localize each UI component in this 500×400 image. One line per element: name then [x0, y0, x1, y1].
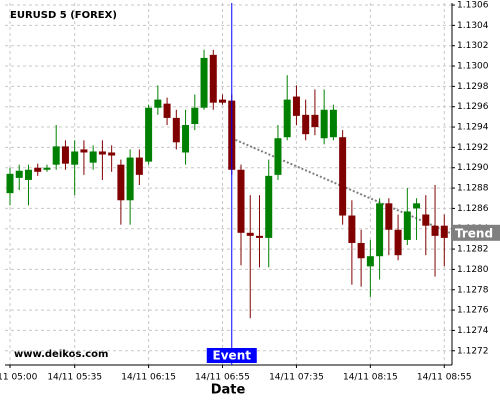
y-tick-label: 1.1280 [457, 265, 489, 275]
y-tick-label: 1.1304 [457, 21, 489, 31]
candle-body [89, 151, 97, 163]
candle-body [320, 109, 328, 139]
candle-body [126, 157, 134, 201]
y-tick-label: 1.1288 [457, 184, 489, 194]
candle-body [357, 242, 365, 259]
y-tick-label: 1.1296 [457, 102, 489, 112]
candle-body [117, 164, 125, 201]
x-tick-label: 14/11 06:55 [195, 373, 250, 383]
trend-label: Trend [455, 226, 493, 240]
y-tick-label: 1.1274 [457, 326, 489, 336]
candle-body [403, 211, 411, 240]
candle-body [34, 167, 42, 172]
candle-body [246, 232, 254, 236]
candle-body [191, 107, 199, 125]
candle-body [339, 137, 347, 216]
candle-body [108, 152, 116, 156]
candle-body [422, 214, 430, 226]
candle-body [172, 117, 180, 143]
candle-body [15, 170, 23, 178]
candle-body [255, 235, 263, 238]
trend-box [452, 224, 500, 241]
candle-body [376, 203, 384, 257]
y-tick-label: 1.1282 [457, 245, 489, 255]
candle-body [311, 114, 319, 128]
y-tick-label: 1.1300 [457, 62, 489, 72]
x-tick-label: 14/11 08:55 [417, 373, 472, 383]
candle-body [154, 99, 162, 108]
y-tick-label: 1.1278 [457, 285, 489, 295]
candle-body [24, 169, 32, 180]
y-tick-label: 1.1292 [457, 143, 489, 153]
candle-body [385, 203, 393, 230]
candle-body [145, 107, 153, 162]
candle-body [135, 157, 143, 175]
candle-body [52, 146, 60, 165]
candle-body [61, 146, 69, 164]
y-tick-label: 1.1290 [457, 163, 489, 173]
candle-body [237, 169, 245, 233]
candle-body [283, 99, 291, 138]
y-tick-label: 1.1298 [457, 82, 489, 92]
candle-body [413, 203, 421, 209]
candle-body [366, 256, 374, 267]
x-tick-label: 14/11 06:15 [121, 373, 176, 383]
candle-body [163, 103, 171, 118]
candle-body [292, 96, 300, 116]
candle-body [348, 215, 356, 243]
candle-body [219, 99, 227, 103]
candle-body [440, 225, 448, 238]
candle-body [98, 151, 106, 155]
candle-body [200, 57, 208, 108]
event-label: Event [213, 349, 252, 363]
candle-body [209, 54, 217, 103]
candle-body [43, 167, 51, 170]
chart-title: EURUSD 5 (FOREX) [10, 10, 117, 21]
y-tick-label: 1.1302 [457, 41, 489, 51]
y-tick-label: 1.1294 [457, 123, 489, 133]
x-tick-label: 14/11 07:35 [269, 373, 324, 383]
candle-body [274, 138, 282, 175]
y-tick-label: 1.1286 [457, 204, 489, 214]
x-tick-label: 14/11 05:35 [47, 373, 102, 383]
candle-body [71, 151, 79, 165]
candle-body [329, 109, 337, 138]
candle-body [80, 149, 88, 153]
candle-body [6, 173, 14, 194]
event-box [206, 348, 257, 363]
y-tick-label: 1.1306 [457, 1, 489, 11]
candle-body [431, 225, 439, 236]
candle-body [182, 125, 190, 153]
candle-body [265, 175, 273, 238]
watermark: www.delkos.com [14, 349, 108, 360]
x-tick-label: 14/11 08:15 [343, 373, 398, 383]
candle-body [394, 229, 402, 256]
y-tick-label: 1.1272 [457, 346, 489, 356]
y-tick-label: 1.1276 [457, 306, 489, 316]
x-axis-title: Date [211, 383, 246, 398]
x-tick-label: 14/11 05:00 [0, 373, 38, 383]
candle-body [302, 114, 310, 135]
